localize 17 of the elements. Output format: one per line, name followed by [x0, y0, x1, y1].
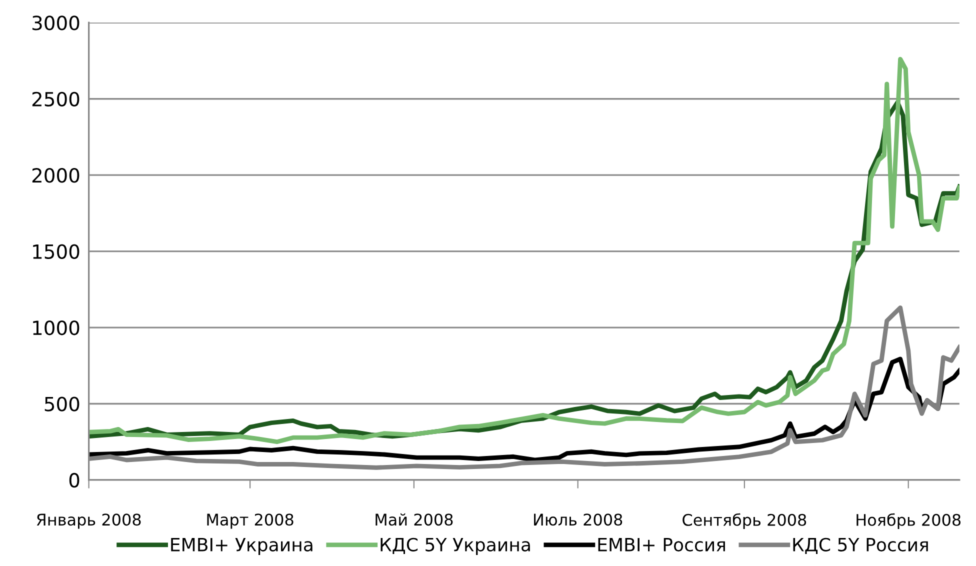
y-tick-label: 3000	[32, 16, 80, 30]
x-tick-label: Июль 2008	[534, 514, 622, 526]
x-tick-label: Январь 2008	[36, 514, 141, 529]
x-tick-label: Март 2008	[207, 514, 294, 529]
y-tick-label: 500	[44, 396, 80, 412]
legend-label: КДС 5Y Россия	[793, 538, 928, 554]
x-tick-label: Ноябрь 2008	[856, 513, 961, 530]
y-tick-label: 2000	[32, 168, 80, 183]
legend-label: КДС 5Y Украина	[380, 538, 530, 555]
y-tick-label: 2500	[32, 92, 80, 107]
y-tick-label: 0	[69, 472, 80, 488]
y-tick-label: 1000	[33, 320, 80, 336]
legend-label: EMBI+ Россия	[598, 538, 725, 552]
x-tick-label: Сентябрь 2008	[682, 513, 806, 530]
legend-label: EMBI+ Украина	[171, 538, 312, 555]
x-tick-label: Май 2008	[376, 513, 453, 526]
y-tick-label: 1500	[33, 244, 80, 259]
